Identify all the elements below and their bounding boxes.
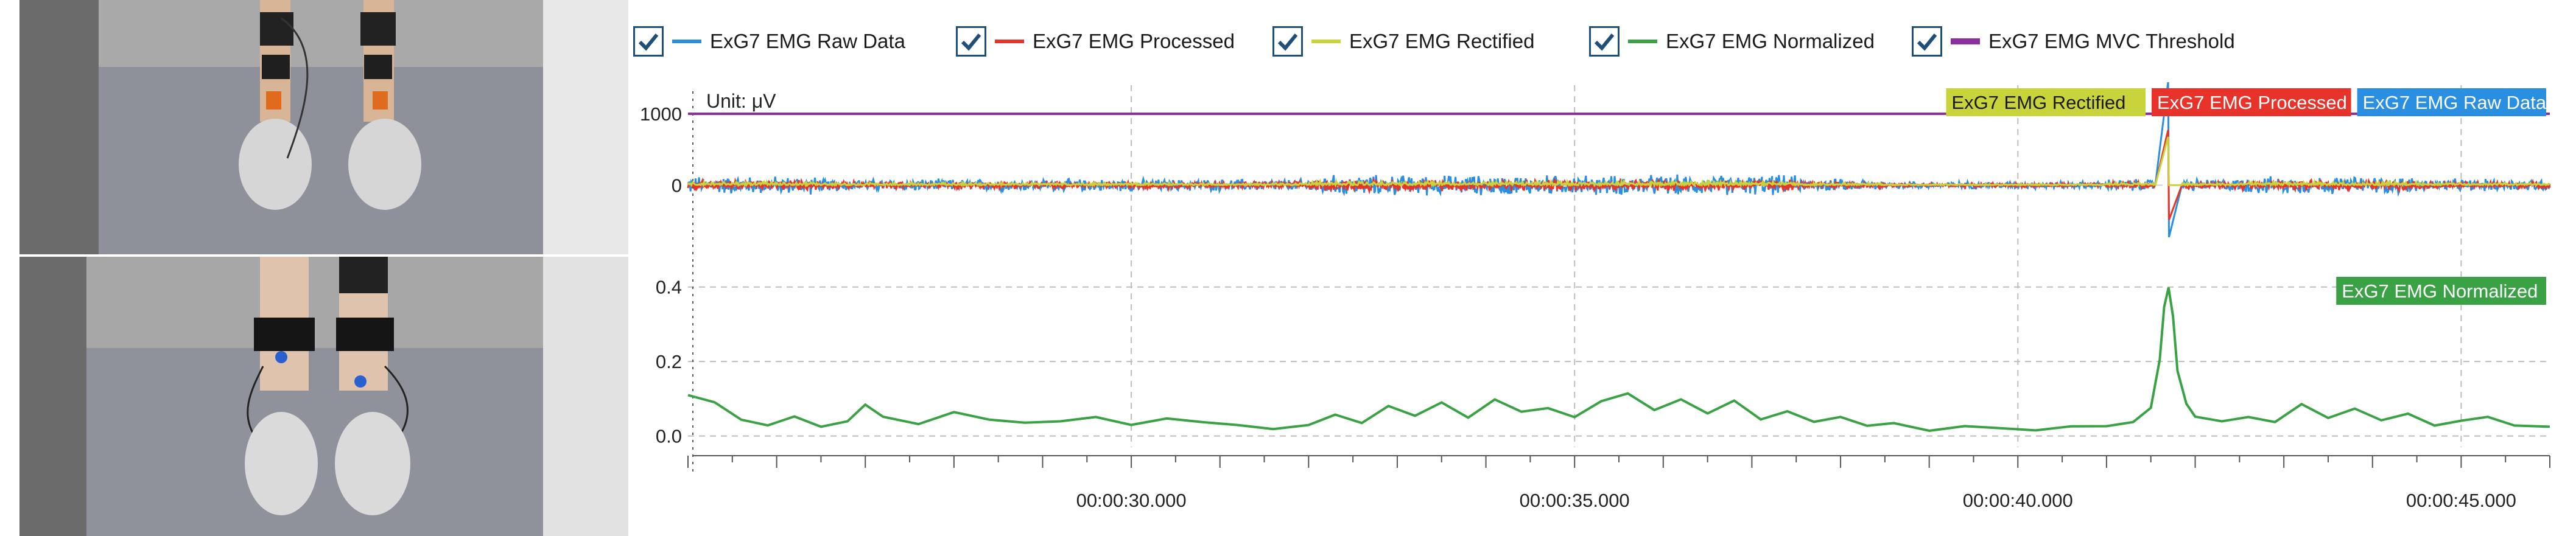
camera-photo-panel [0, 0, 633, 536]
time-tick-label: 00:00:30.000 [1076, 490, 1187, 511]
series-tag-label: ExG7 EMG Normalized [2342, 280, 2538, 302]
emg-plot[interactable]: 1000 0 0.4 0.2 0.0 Unit: μV ExG7 EMG Raw Data E… [633, 82, 2576, 536]
emg-chart-area: 1000 0 0.4 0.2 0.0 Unit: μV ExG7 EMG Raw Data E… [633, 82, 2576, 536]
legend-item-raw-data[interactable]: ExG7 EMG Raw Data [633, 24, 905, 58]
y-tick-label: 0.2 [656, 351, 682, 372]
legend-item-rectified[interactable]: ExG7 EMG Rectified [1272, 24, 1534, 58]
unit-label: Unit: μV [706, 90, 776, 112]
rectified-checkbox[interactable] [1272, 26, 1303, 57]
series-tag-bg [2152, 88, 2351, 116]
series-tag-label: ExG7 EMG Rectified [1951, 92, 2125, 113]
mvc-threshold-swatch [1951, 38, 1980, 44]
series-tag-label: ExG7 EMG Raw Data [2363, 92, 2547, 113]
normalized-checkbox[interactable] [1589, 26, 1620, 57]
raw-data-checkbox[interactable] [633, 26, 664, 57]
time-tick-label: 00:00:40.000 [1963, 490, 2073, 511]
series-tag-label: ExG7 EMG Processed [2157, 92, 2347, 113]
y-tick-label: 0.4 [656, 277, 682, 298]
legend-label-rectified: ExG7 EMG Rectified [1349, 30, 1535, 52]
legs-back-view-photo [19, 257, 628, 536]
rectified-swatch [1311, 40, 1341, 43]
legend-item-processed[interactable]: ExG7 EMG Processed [956, 24, 1235, 58]
legend-label-normalized: ExG7 EMG Normalized [1666, 30, 1875, 52]
raw-data-swatch [672, 40, 701, 43]
y-tick-label: 1000 [640, 103, 682, 125]
series-legend: ExG7 EMG Raw Data ExG7 EMG Processed ExG… [633, 0, 2576, 82]
legend-label-mvc-threshold: ExG7 EMG MVC Threshold [1988, 30, 2235, 52]
processed-checkbox[interactable] [956, 26, 986, 57]
legs-front-view-photo [19, 0, 628, 254]
legend-item-mvc-threshold[interactable]: ExG7 EMG MVC Threshold [1912, 24, 2235, 58]
legend-label-raw-data: ExG7 EMG Raw Data [710, 30, 905, 52]
time-tick-label: 00:00:35.000 [1520, 490, 1630, 511]
normalized-swatch [1628, 40, 1657, 43]
series-line-normalized [687, 287, 2550, 433]
series-tag-bg [2336, 277, 2546, 305]
legend-item-normalized[interactable]: ExG7 EMG Normalized [1589, 24, 1875, 58]
series-line-rectified [687, 136, 2550, 188]
time-tick-label: 00:00:45.000 [2406, 490, 2516, 511]
processed-swatch [995, 40, 1024, 43]
mvc-threshold-checkbox[interactable] [1912, 26, 1942, 57]
legend-label-processed: ExG7 EMG Processed [1033, 30, 1235, 52]
series-tag-bg [1946, 88, 2146, 116]
series-tag-bg [2357, 88, 2546, 116]
y-tick-label: 0 [672, 175, 682, 196]
series-line-processed [687, 130, 2551, 220]
y-tick-label: 0.0 [656, 426, 682, 447]
